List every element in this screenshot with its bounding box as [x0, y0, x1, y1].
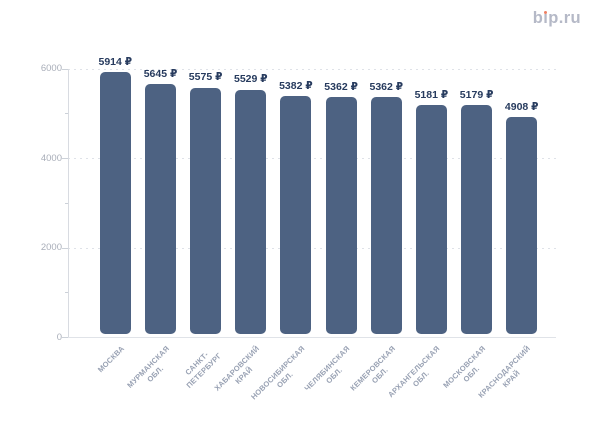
y-tick-label: 2000 [40, 242, 62, 253]
bar [190, 87, 222, 334]
bar [145, 84, 176, 334]
bar-value-label: 5382 ₽ [279, 79, 313, 92]
y-tick-label: 4000 [40, 152, 62, 164]
y-minor-tick [64, 202, 68, 204]
bar [99, 72, 131, 334]
bip-ru-logo[interactable]: bıp.ru [532, 9, 581, 27]
bar-value-label: 5575 ₽ [188, 71, 223, 83]
y-gridline [68, 68, 556, 70]
x-category-label: МОСКВА [95, 344, 126, 375]
y-major-tick [62, 247, 68, 249]
bar [280, 96, 312, 334]
y-minor-tick [64, 292, 68, 294]
x-axis-line [68, 336, 556, 338]
y-major-tick [62, 158, 68, 159]
y-minor-tick [64, 113, 68, 115]
y-axis-line [67, 68, 69, 337]
x-category-label: МУРМАНСКАЯ ОБЛ. [125, 344, 171, 390]
y-gridline [68, 247, 556, 249]
bar-value-label: 5362 ₽ [324, 80, 358, 93]
bar-value-label: 5181 ₽ [414, 88, 449, 101]
y-tick-label: 6000 [40, 63, 62, 74]
bar-value-label: 5179 ₽ [459, 88, 494, 101]
bar [506, 117, 538, 334]
logo-i-orange-dot: ı [543, 9, 549, 27]
y-major-tick [62, 68, 68, 70]
y-tick-label: 0 [56, 331, 62, 343]
y-gridline [68, 158, 556, 159]
bar [415, 105, 447, 334]
bar [370, 97, 402, 334]
bar [461, 105, 493, 334]
bar-value-label: 5529 ₽ [234, 73, 268, 86]
x-category-label: ЧЕЛЯБИНСКАЯ ОБЛ. [302, 344, 352, 393]
bar-value-label: 5362 ₽ [369, 80, 404, 93]
bar-value-label: 4908 ₽ [504, 100, 539, 113]
bar [235, 89, 267, 334]
bar-value-label: 5645 ₽ [143, 67, 178, 80]
y-major-tick [62, 337, 68, 338]
bar [325, 97, 357, 334]
bar-value-label: 5914 ₽ [98, 55, 133, 68]
